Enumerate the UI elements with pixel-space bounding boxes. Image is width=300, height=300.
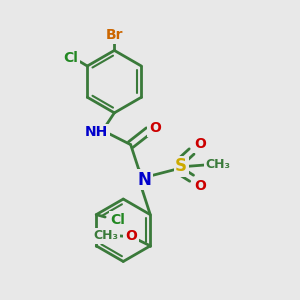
Text: S: S [175, 157, 187, 175]
Text: O: O [125, 229, 137, 243]
Text: CH₃: CH₃ [93, 229, 118, 242]
Text: Br: Br [106, 28, 123, 42]
Text: O: O [149, 121, 161, 135]
Text: NH: NH [85, 125, 108, 139]
Text: Cl: Cl [64, 51, 78, 65]
Text: O: O [194, 179, 206, 193]
Text: CH₃: CH₃ [205, 158, 230, 171]
Text: O: O [194, 137, 206, 151]
Text: Cl: Cl [110, 213, 125, 227]
Text: N: N [137, 171, 151, 189]
